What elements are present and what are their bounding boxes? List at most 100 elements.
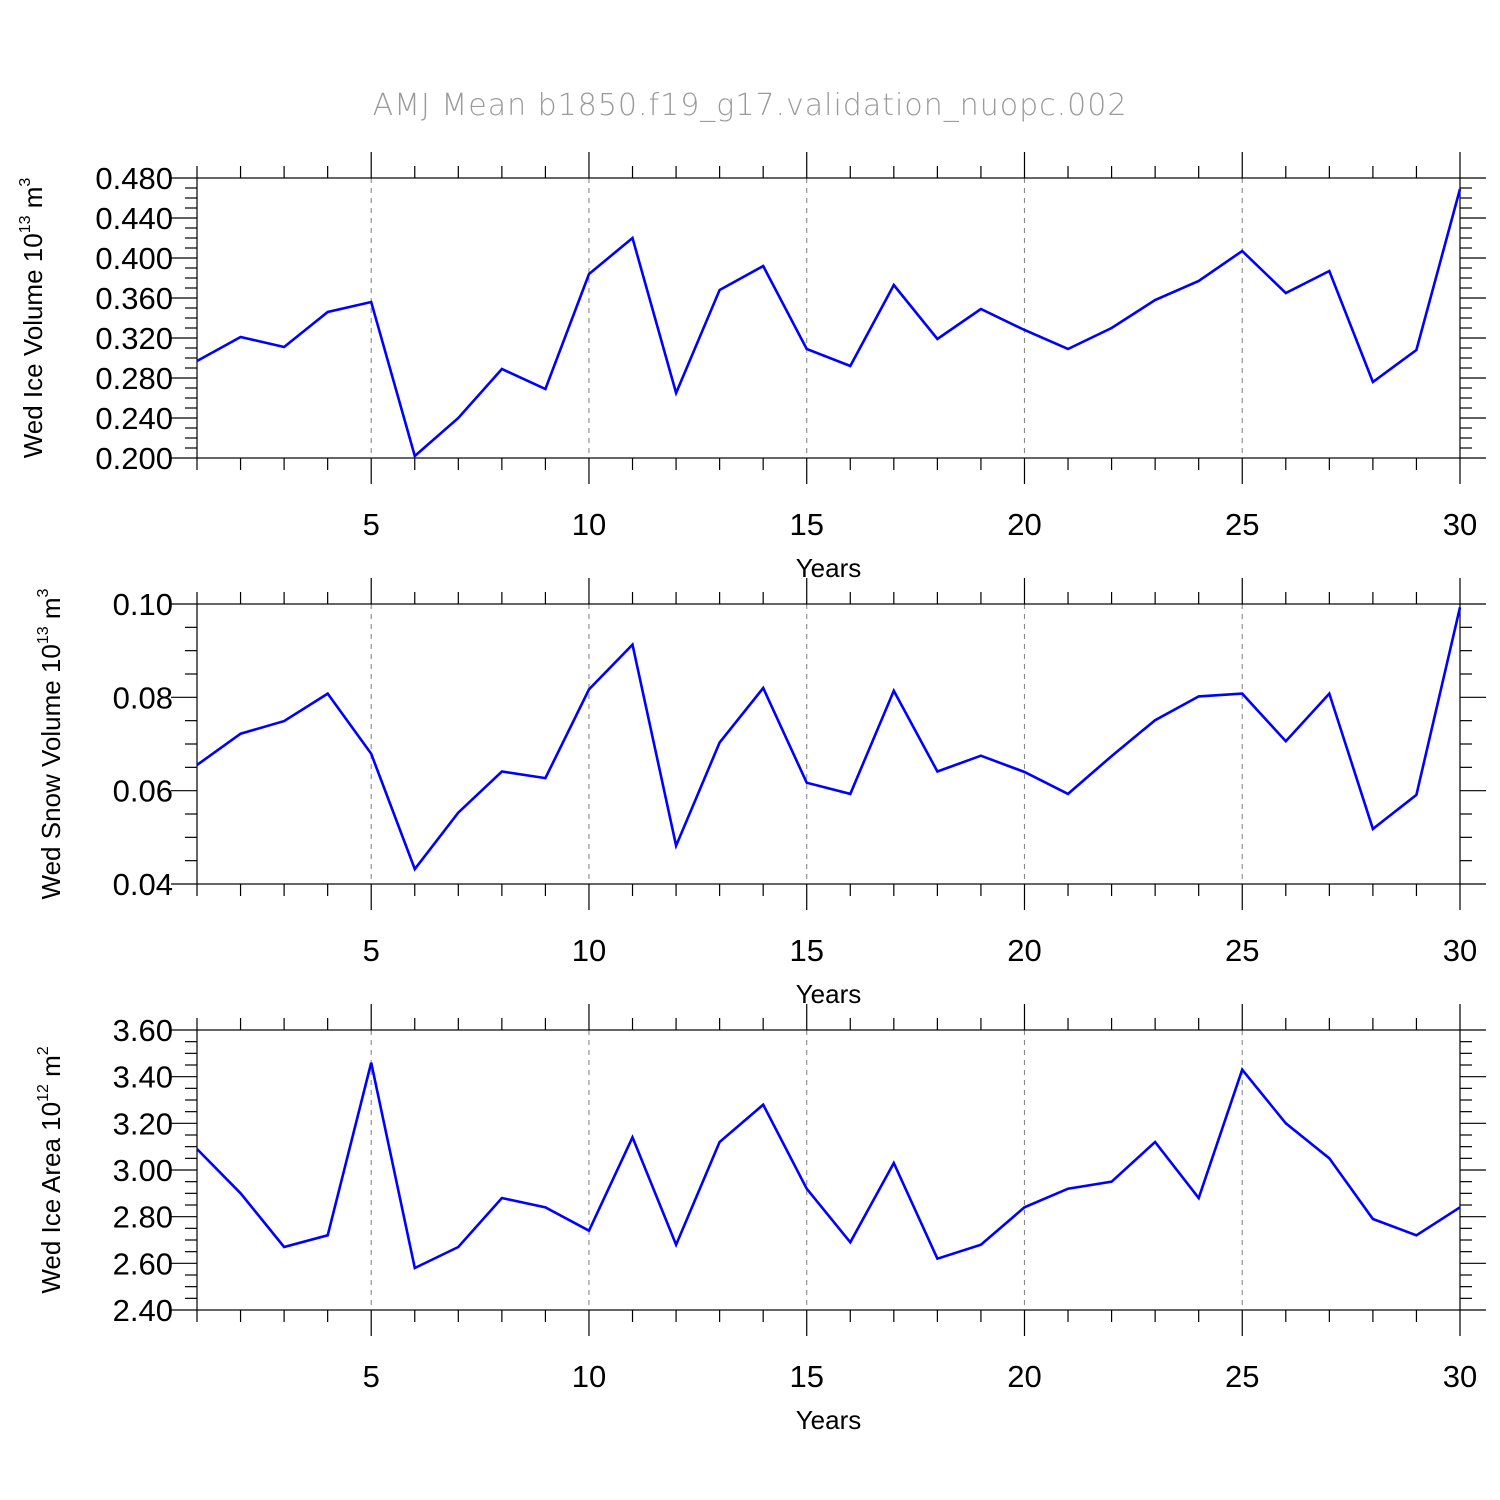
panel-1: 0.200 0.240 0.280 0.320 0.360 0.400 0.440 0.480… [17, 152, 1486, 583]
data-point [1458, 187, 1463, 192]
data-point [1066, 1186, 1071, 1191]
data-point [761, 1102, 766, 1107]
plot-frame [196, 603, 1461, 885]
data-point [804, 780, 809, 785]
data-point [1153, 718, 1158, 723]
data-point [630, 1135, 635, 1140]
data-point [543, 387, 548, 392]
data-point [586, 687, 591, 692]
data-point [456, 810, 461, 815]
data-point [891, 1161, 896, 1166]
data-point [848, 364, 853, 369]
y-tick-label: 3.20 [113, 1106, 173, 1141]
x-tick-label: 20 [1007, 507, 1041, 542]
data-point [674, 391, 679, 396]
y-tick-label: 0.04 [113, 867, 173, 902]
data-point [282, 719, 287, 724]
x-tick-label: 30 [1443, 1359, 1477, 1394]
data-point [499, 769, 504, 774]
y-axis-title-unit: m [36, 597, 66, 626]
data-point [412, 1266, 417, 1271]
data-point [1022, 770, 1027, 775]
data-point [412, 454, 417, 459]
data-point [1283, 291, 1288, 296]
data-point [499, 1196, 504, 1201]
data-point [1066, 347, 1071, 352]
data-point [761, 264, 766, 269]
panel-2: 0.04 0.06 0.08 0.10 5 10 15 20 25 30 Years Wed Snow… [35, 578, 1486, 1009]
y-tick-label: 0.08 [113, 680, 173, 715]
data-point [195, 1147, 200, 1152]
data-point [586, 1228, 591, 1233]
data-point [1458, 1205, 1463, 1210]
data-point [1022, 328, 1027, 333]
data-point [456, 1245, 461, 1250]
x-tick-label: 20 [1007, 933, 1041, 968]
y-axis-title-unit-exponent: 2 [35, 1046, 52, 1055]
data-point [717, 1140, 722, 1145]
y-tick-label: 0.320 [95, 321, 173, 356]
data-point [282, 1245, 287, 1250]
series-line [196, 607, 1462, 872]
x-tick-label: 30 [1443, 507, 1477, 542]
x-tick-label: 15 [789, 933, 823, 968]
x-tick-label: 10 [572, 507, 606, 542]
data-point [1196, 1196, 1201, 1201]
data-point [1109, 1179, 1114, 1184]
y-axis-title: Wed Ice Area 1012 m2 [35, 1046, 66, 1293]
data-point [412, 867, 417, 872]
y-axis-title-unit-exponent: 3 [17, 178, 34, 187]
y-axis-title-main: Wed Ice Area 10 [36, 1102, 66, 1294]
y-tick-label: 0.240 [95, 401, 173, 436]
x-tick-label: 20 [1007, 1359, 1041, 1394]
y-tick-label: 0.200 [95, 441, 173, 476]
data-point [325, 691, 330, 696]
data-point [282, 345, 287, 350]
data-point [630, 236, 635, 241]
data-point [804, 347, 809, 352]
data-point [586, 272, 591, 277]
data-point [369, 1060, 374, 1065]
data-point [891, 283, 896, 288]
data-point [674, 843, 679, 848]
x-tick-label: 5 [363, 933, 380, 968]
x-tick-label: 10 [572, 933, 606, 968]
data-point [1414, 792, 1419, 797]
panel-3: 2.40 2.60 2.80 3.00 3.20 3.40 3.60 5 10 15 20 25 30 Y… [35, 1004, 1486, 1435]
data-point [1109, 754, 1114, 759]
y-tick-label: 0.280 [95, 361, 173, 396]
data-point [1327, 269, 1332, 274]
data-point [1022, 1205, 1027, 1210]
data-point [1327, 691, 1332, 696]
data-point [935, 337, 940, 342]
data-point [543, 776, 548, 781]
y-axis-title-exponent: 13 [35, 626, 52, 644]
data-point [1109, 326, 1114, 331]
y-tick-label: 3.00 [113, 1153, 173, 1188]
y-tick-label: 2.60 [113, 1246, 173, 1281]
x-axis-title: Years [796, 1405, 862, 1435]
data-point [238, 731, 243, 736]
data-point [1196, 279, 1201, 284]
y-axis-title-unit-exponent: 3 [35, 588, 52, 597]
x-axis-title: Years [796, 553, 862, 583]
x-tick-label: 5 [363, 1359, 380, 1394]
data-point [717, 288, 722, 293]
y-tick-label: 0.440 [95, 201, 173, 236]
data-point [1153, 298, 1158, 303]
y-axis-title-exponent: 13 [17, 215, 34, 233]
data-point [369, 300, 374, 305]
data-point [1370, 380, 1375, 385]
data-point [238, 335, 243, 340]
data-point [1414, 1233, 1419, 1238]
data-point [848, 1240, 853, 1245]
data-point [238, 1191, 243, 1196]
x-tick-label: 15 [789, 507, 823, 542]
data-point [1240, 1067, 1245, 1072]
data-point [978, 307, 983, 312]
data-point [935, 1256, 940, 1261]
data-point [195, 359, 200, 364]
data-point [630, 642, 635, 647]
data-point [499, 367, 504, 372]
y-axis-title: Wed Snow Volume 1013 m3 [35, 588, 66, 899]
